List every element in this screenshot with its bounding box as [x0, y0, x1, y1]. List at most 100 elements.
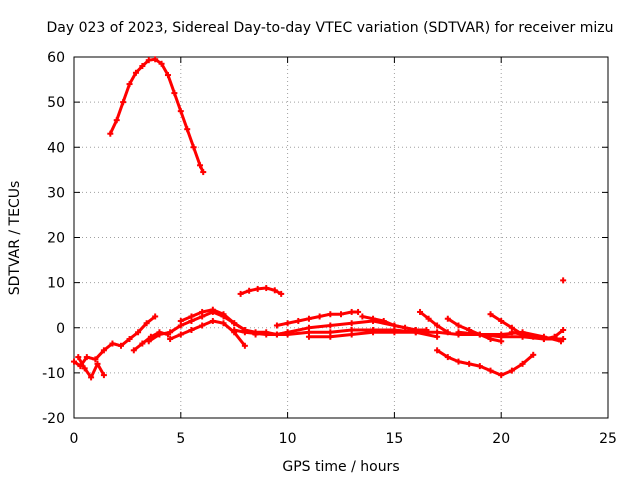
data-point: [209, 306, 216, 313]
data-point: [423, 327, 430, 334]
data-point: [402, 324, 409, 331]
x-tick-label: 5: [176, 431, 185, 447]
data-point: [139, 63, 146, 70]
data-point: [126, 336, 133, 343]
data-point: [145, 57, 152, 64]
data-point: [100, 347, 107, 354]
data-point: [231, 320, 238, 327]
data-point: [391, 322, 398, 329]
data-point: [271, 287, 278, 294]
data-point: [143, 320, 150, 327]
data-point: [177, 331, 184, 338]
data-point: [487, 311, 494, 318]
data-point: [417, 308, 424, 315]
data-point: [370, 329, 377, 336]
series-arc-8: [177, 306, 259, 338]
data-point: [476, 363, 483, 370]
y-tick-label: -20: [42, 411, 65, 427]
data-point: [88, 374, 95, 381]
data-point: [139, 340, 146, 347]
data-point: [92, 356, 99, 363]
data-point: [530, 351, 537, 358]
data-point: [171, 90, 178, 97]
data-point: [130, 347, 137, 354]
data-point: [305, 324, 312, 331]
data-point: [338, 311, 344, 318]
y-axis-tick-labels: -20 -10 0 10 20 30 40 50 60: [42, 50, 65, 427]
data-point: [434, 347, 441, 354]
series-arc-15: [444, 315, 505, 345]
data-point: [75, 354, 82, 361]
data-point: [519, 331, 526, 338]
data-point: [126, 81, 133, 88]
data-series: [71, 56, 567, 381]
data-point: [241, 329, 248, 336]
y-tick-label: 40: [47, 140, 65, 156]
data-point: [263, 285, 270, 292]
series-isolated: [560, 277, 567, 284]
data-point: [498, 338, 505, 345]
data-point: [560, 277, 567, 284]
data-point: [164, 72, 171, 79]
data-point: [184, 126, 191, 133]
chart-title: Day 023 of 2023, Sidereal Day-to-day VTE…: [47, 20, 614, 36]
data-point: [540, 336, 547, 343]
data-point: [177, 108, 184, 115]
data-point: [199, 308, 206, 315]
data-point: [241, 342, 248, 349]
data-point: [83, 354, 90, 361]
x-tick-label: 20: [492, 431, 510, 447]
y-tick-label: 30: [47, 185, 65, 201]
x-tick-label: 10: [279, 431, 297, 447]
data-point: [231, 327, 238, 334]
data-point: [391, 329, 398, 336]
grid: [74, 57, 608, 418]
y-tick-label: 10: [47, 276, 65, 292]
data-point: [200, 169, 207, 176]
data-point: [100, 372, 107, 379]
data-point: [132, 69, 139, 76]
data-point: [199, 322, 206, 329]
x-axis-label: GPS time / hours: [282, 459, 399, 475]
series-arc-14: [417, 308, 451, 336]
data-point: [558, 338, 565, 345]
axis-ticks: [73, 56, 609, 419]
data-point: [81, 365, 88, 372]
data-point: [498, 317, 505, 324]
data-point: [156, 331, 163, 338]
series-arc-2: [237, 285, 285, 297]
data-point: [455, 358, 462, 365]
x-tick-label: 0: [70, 431, 79, 447]
series-line: [489, 312, 525, 336]
data-point: [284, 320, 291, 327]
series-arc-19: [434, 347, 537, 379]
data-point: [152, 313, 159, 320]
data-point: [273, 331, 280, 338]
data-point: [370, 315, 377, 322]
series-line: [435, 348, 535, 377]
series-arc-10: [273, 308, 362, 329]
data-point: [158, 60, 165, 67]
data-point: [508, 329, 515, 336]
data-point: [487, 367, 494, 374]
data-point: [560, 327, 567, 334]
data-point: [278, 290, 285, 297]
data-point: [237, 290, 244, 297]
data-point: [434, 333, 441, 340]
series-line: [418, 310, 450, 334]
data-point: [348, 331, 355, 338]
series-line: [108, 57, 205, 174]
data-point: [530, 333, 537, 340]
data-point: [209, 317, 216, 324]
data-point: [197, 162, 204, 169]
data-point: [425, 315, 432, 322]
data-point: [327, 322, 334, 329]
data-point: [109, 340, 116, 347]
data-point: [117, 342, 124, 349]
data-point: [412, 327, 419, 334]
data-point: [254, 285, 261, 292]
data-point: [167, 336, 174, 343]
data-point: [508, 367, 515, 374]
data-point: [434, 322, 441, 329]
